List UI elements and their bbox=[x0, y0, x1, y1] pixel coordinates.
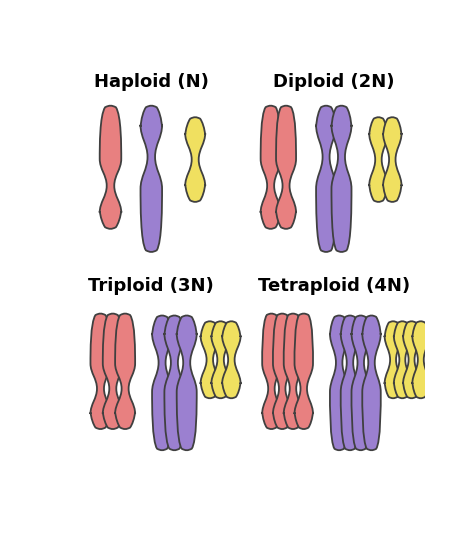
PathPatch shape bbox=[152, 316, 172, 450]
PathPatch shape bbox=[341, 316, 359, 450]
PathPatch shape bbox=[352, 316, 370, 450]
Text: Triploid (3N): Triploid (3N) bbox=[89, 277, 214, 295]
PathPatch shape bbox=[330, 316, 348, 450]
PathPatch shape bbox=[185, 117, 205, 202]
Text: Haploid (N): Haploid (N) bbox=[94, 73, 209, 91]
PathPatch shape bbox=[261, 106, 281, 229]
PathPatch shape bbox=[284, 313, 302, 429]
PathPatch shape bbox=[140, 106, 162, 252]
PathPatch shape bbox=[115, 313, 135, 429]
PathPatch shape bbox=[276, 106, 296, 229]
PathPatch shape bbox=[177, 316, 197, 450]
PathPatch shape bbox=[403, 321, 420, 398]
PathPatch shape bbox=[316, 106, 336, 252]
PathPatch shape bbox=[211, 321, 230, 398]
PathPatch shape bbox=[262, 313, 281, 429]
PathPatch shape bbox=[383, 117, 401, 202]
PathPatch shape bbox=[91, 313, 110, 429]
PathPatch shape bbox=[369, 117, 388, 202]
PathPatch shape bbox=[201, 321, 219, 398]
PathPatch shape bbox=[394, 321, 411, 398]
PathPatch shape bbox=[362, 316, 381, 450]
PathPatch shape bbox=[294, 313, 313, 429]
PathPatch shape bbox=[331, 106, 352, 252]
Text: Diploid (2N): Diploid (2N) bbox=[273, 73, 394, 91]
PathPatch shape bbox=[103, 313, 123, 429]
PathPatch shape bbox=[222, 321, 241, 398]
PathPatch shape bbox=[273, 313, 292, 429]
Text: Tetraploid (4N): Tetraploid (4N) bbox=[258, 277, 410, 295]
PathPatch shape bbox=[164, 316, 184, 450]
PathPatch shape bbox=[384, 321, 401, 398]
PathPatch shape bbox=[100, 106, 121, 229]
PathPatch shape bbox=[412, 321, 429, 398]
